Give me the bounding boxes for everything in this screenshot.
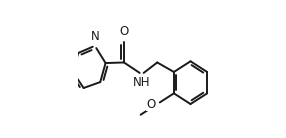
Text: NH: NH bbox=[133, 75, 150, 89]
Text: N: N bbox=[90, 30, 99, 43]
Text: O: O bbox=[119, 25, 129, 38]
Text: O: O bbox=[147, 98, 156, 111]
